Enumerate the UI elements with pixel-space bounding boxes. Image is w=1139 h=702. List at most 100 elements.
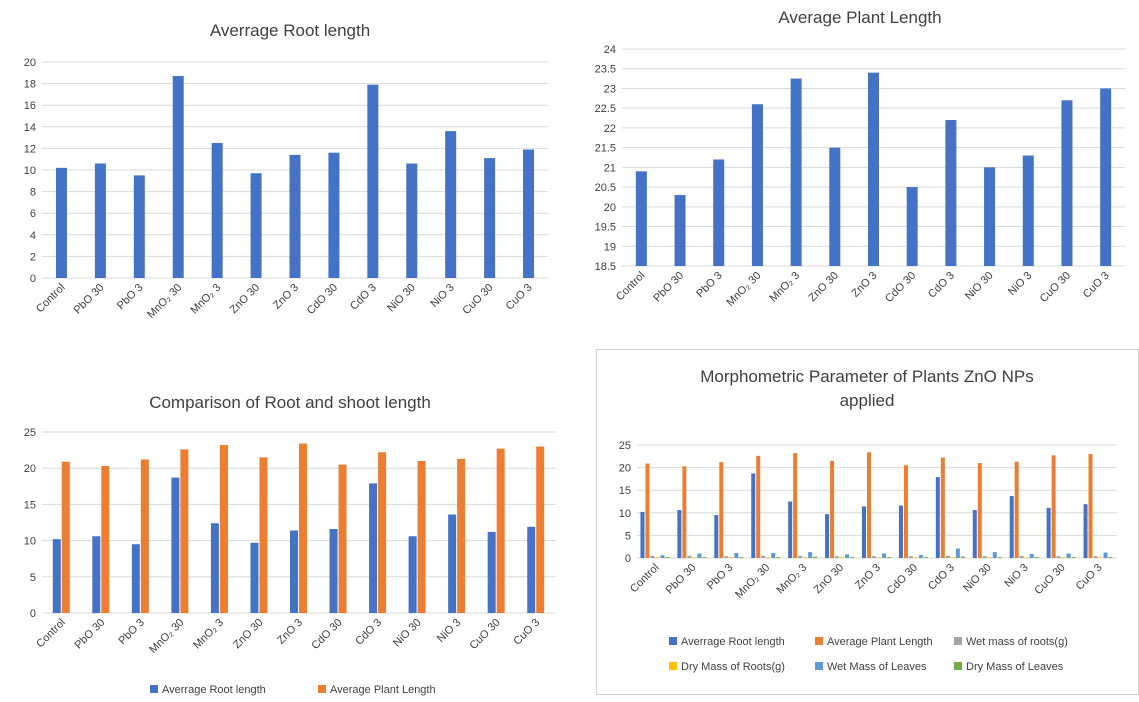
bar <box>417 460 426 613</box>
bar <box>729 557 734 558</box>
bar <box>1100 88 1112 266</box>
bar <box>790 78 802 266</box>
bar <box>955 548 960 558</box>
bar <box>1088 454 1093 558</box>
morphometric-chart: Morphometric Parameter of Plants ZnO NPs… <box>596 349 1139 695</box>
bar <box>868 72 879 266</box>
category-label: ZnO 30 <box>228 282 262 316</box>
category-label: CuO 30 <box>1032 562 1067 597</box>
y-tick-label: 20 <box>619 463 631 475</box>
bar <box>776 557 781 558</box>
category-label: NiO 30 <box>391 617 424 650</box>
category-label: ZnO 3 <box>275 617 305 647</box>
bar <box>808 552 813 558</box>
bar <box>713 159 725 266</box>
category-label: MnO₂ 30 <box>733 562 772 601</box>
y-tick-label: 23 <box>604 83 616 95</box>
category-label: NiO 30 <box>961 562 994 595</box>
category-label: MnO₂ 3 <box>767 270 802 305</box>
legend-label: Wet mass of roots(g) <box>966 636 1068 648</box>
bar <box>484 158 496 278</box>
y-tick-label: 10 <box>24 536 36 548</box>
category-label: ZnO 30 <box>231 617 265 651</box>
bar <box>798 555 803 558</box>
bar <box>1046 507 1051 558</box>
category-label: MnO₂ 30 <box>724 270 763 309</box>
bar <box>445 131 457 278</box>
bar <box>369 483 378 613</box>
y-tick-label: 24 <box>604 44 616 56</box>
bar <box>1022 155 1034 266</box>
y-tick-label: 21 <box>604 162 616 174</box>
category-label: NiO 30 <box>963 270 996 303</box>
bar <box>487 531 496 613</box>
y-tick-label: 22.5 <box>595 103 616 115</box>
category-label: PbO 3 <box>115 282 146 313</box>
bar <box>328 152 340 278</box>
y-tick-label: 19.5 <box>595 222 616 234</box>
bar <box>692 557 697 558</box>
bar <box>172 76 184 278</box>
bar <box>906 187 918 266</box>
category-label: CdO 30 <box>305 282 340 317</box>
category-label: MnO₂ 3 <box>188 282 223 317</box>
bar <box>523 149 535 278</box>
category-label: CuO 3 <box>504 282 535 313</box>
bar <box>940 457 945 558</box>
bar <box>882 553 886 558</box>
bar <box>877 557 881 558</box>
plant-length-chart: Average Plant Length 18.5 19 19.5 20 20.5 21 21… <box>570 0 1139 340</box>
category-label: Control <box>628 562 662 596</box>
category-label: MnO₂ 30 <box>145 282 184 321</box>
bar <box>687 555 692 558</box>
bar <box>211 143 223 278</box>
category-label: CuO 30 <box>1038 270 1073 305</box>
category-label: CdO 3 <box>926 270 957 301</box>
bar <box>982 556 987 558</box>
bar <box>1051 455 1056 558</box>
category-label: MnO₂ 30 <box>147 617 186 656</box>
bar <box>887 557 891 558</box>
y-tick-label: 5 <box>625 530 631 542</box>
y-tick-label: 15 <box>619 485 631 497</box>
bar <box>408 536 417 613</box>
bar <box>918 554 923 558</box>
legend-label: Wet Mass of Leaves <box>827 661 927 673</box>
y-tick-label: 25 <box>24 427 36 439</box>
bar <box>367 84 379 279</box>
y-tick-label: 19 <box>604 241 616 253</box>
bar <box>862 506 866 558</box>
y-tick-label: 4 <box>30 230 36 242</box>
bar <box>739 557 744 558</box>
category-label: CdO 30 <box>883 270 918 305</box>
bar <box>960 556 965 558</box>
bar <box>872 556 876 558</box>
y-tick-label: 12 <box>24 143 36 155</box>
category-label: ZnO 3 <box>271 282 301 312</box>
legend-label: Averrage Root length <box>681 636 785 648</box>
legend-swatch <box>669 662 677 670</box>
legend-label: Averrage Root length <box>162 684 266 696</box>
bar <box>923 557 928 558</box>
bar <box>677 510 682 558</box>
bar <box>92 536 101 613</box>
y-tick-label: 20 <box>24 463 36 475</box>
legend-swatch <box>669 637 677 645</box>
bar <box>527 526 536 613</box>
legend-label: Dry Mass of Roots(g) <box>681 661 785 673</box>
bar <box>935 477 940 558</box>
bar <box>338 464 347 613</box>
bar <box>406 163 418 278</box>
bar <box>1029 553 1034 558</box>
bar <box>984 167 996 266</box>
bar <box>140 459 149 613</box>
bar <box>640 511 645 558</box>
bar <box>813 556 818 558</box>
bar <box>674 194 686 266</box>
bar <box>867 452 871 558</box>
bar <box>1009 496 1014 558</box>
bar <box>1061 100 1073 266</box>
bar <box>660 555 665 558</box>
y-tick-label: 22 <box>604 123 616 135</box>
category-label: MnO₂ 3 <box>191 617 226 652</box>
